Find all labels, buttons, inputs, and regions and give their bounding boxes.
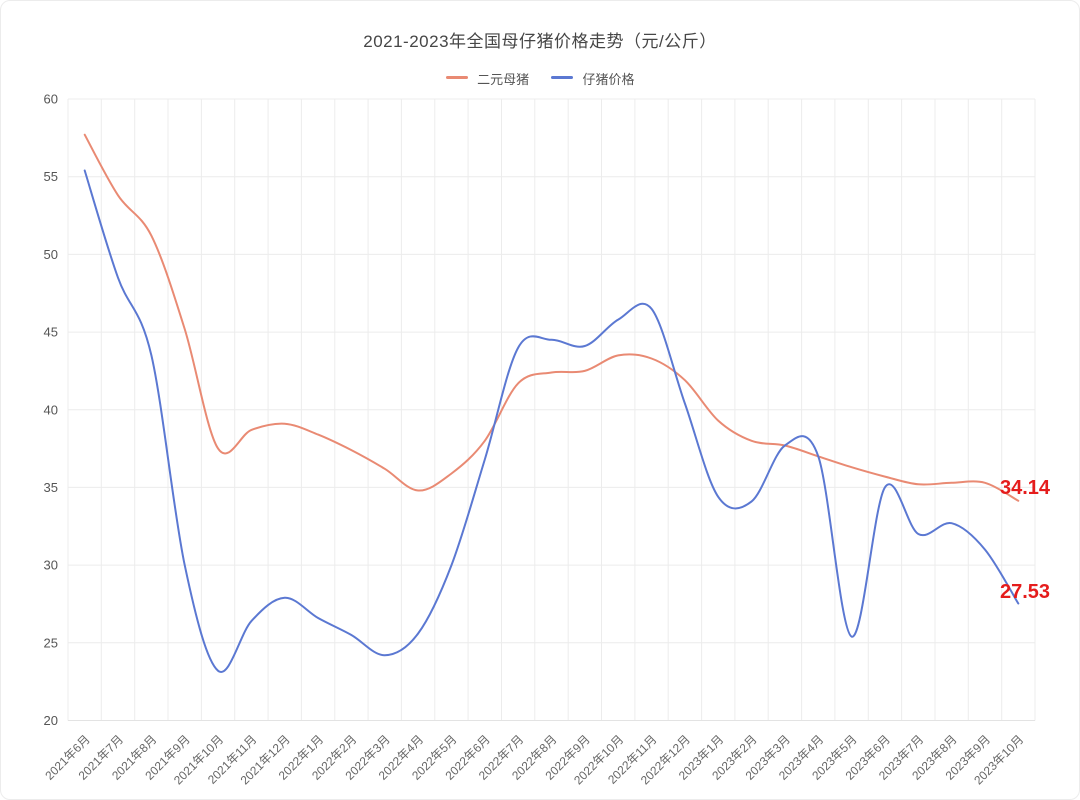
- y-tick-label: 25: [44, 635, 58, 650]
- series-line-sow-price[interactable]: [83, 133, 1020, 502]
- piglet-price-end-value: 27.53: [1000, 581, 1050, 603]
- y-tick-label: 60: [44, 92, 58, 107]
- sow-price-end-value: 34.14: [1000, 477, 1051, 499]
- legend-label-sow-price: 二元母猪: [477, 72, 530, 87]
- y-tick-label: 35: [44, 480, 58, 495]
- chart-title: 2021-2023年全国母仔猪价格走势（元/公斤）: [363, 32, 717, 51]
- legend: 二元母猪 仔猪价格: [0, 69, 1080, 88]
- y-tick-label: 45: [44, 325, 58, 340]
- legend-label-piglet-price: 仔猪价格: [582, 72, 635, 87]
- y-axis-labels: 20 25 30 35 40 45 50 55 60: [44, 92, 58, 729]
- legend-item-piglet-price[interactable]: 仔猪价格: [550, 69, 635, 88]
- gridlines: [67, 98, 1036, 721]
- legend-item-sow-price[interactable]: 二元母猪: [445, 69, 530, 88]
- x-axis-labels: 2021年6月2021年7月2021年8月2021年9月2021年10月2021…: [42, 732, 1026, 787]
- series-line-piglet-price[interactable]: [83, 169, 1020, 673]
- y-tick-label: 55: [44, 169, 58, 184]
- y-tick-label: 20: [44, 713, 58, 728]
- y-tick-label: 50: [44, 247, 58, 262]
- y-tick-label: 30: [44, 558, 58, 573]
- sow-line-marker-icon: [445, 76, 468, 79]
- y-tick-label: 40: [44, 402, 58, 417]
- piglet-line-marker-icon: [550, 76, 573, 79]
